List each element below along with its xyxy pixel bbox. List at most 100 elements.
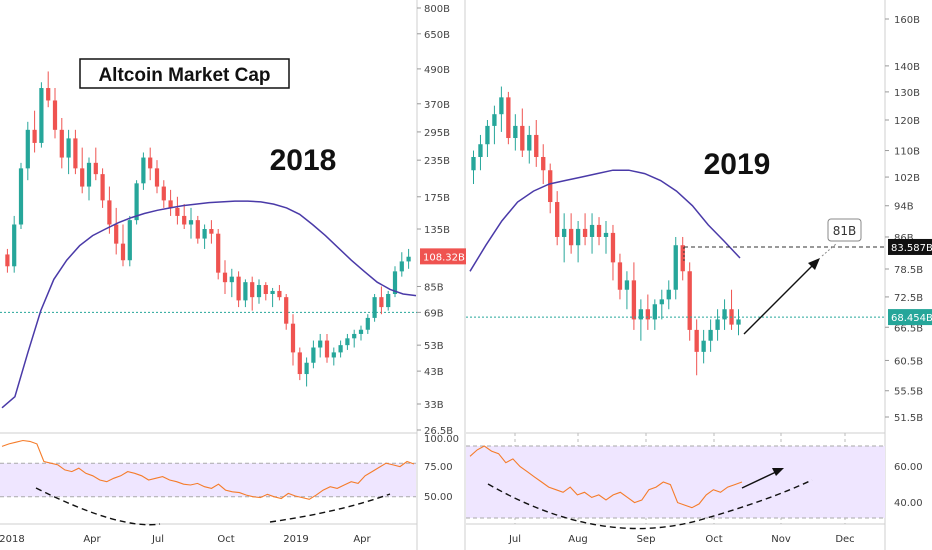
panel-2-candle-body [617,262,623,290]
panel-2-callout-leader [821,243,837,257]
panel-2-candle-body [575,228,581,246]
panel-1-candle-body [154,168,160,187]
panel-2-rsi-arrow-head [772,468,784,476]
panel-2-candle-body [485,125,490,145]
panel-2-candle-body [499,97,504,115]
panel-1-candle-body [243,282,248,301]
panel-1-rsi-tick-label: 75.00 [424,462,453,473]
panel-1-x-tick-label: Oct [217,534,234,545]
panel-1-y-tick-label: 26.5B [424,426,453,437]
panel-1-y-tick-label: 650B [424,30,450,41]
panel-2-y-tick-label: 120B [894,116,920,127]
panel-2-candle-body [506,97,511,139]
panel-2-candle-body [582,228,588,237]
panel-1-candle-body [331,352,336,358]
panel-2-candle-body [568,228,574,246]
panel-2-candle-body [659,299,664,305]
panel-1-year-label: 2018 [270,144,337,177]
panel-1-candle-body [270,290,275,295]
panel-1-y-tick-label: 800B [424,4,450,15]
panel-1-candle-body [5,254,10,267]
panel-1-candle-body [318,340,323,348]
panel-2-y-tick-label: 72.5B [894,293,923,304]
panel-1-candle-body [46,88,51,101]
panel-1-last-price-tag-bg [420,248,466,265]
panel-1-y-tick-label: 295B [424,128,450,139]
panel-2-last-price-tag: 68.454B [891,313,932,324]
panel-2-last-price-tag-bg [888,309,932,326]
panel-2-candle-body [534,134,539,157]
panel-1-y-tick-label: 33B [424,400,444,411]
panel-1-candle-body [100,174,105,201]
panel-1-last-price-tag: 108.32B [423,252,465,263]
panel-1-y-tick-label: 85B [424,282,444,293]
panel-1-rsi-line [1,439,415,500]
panel-2-year-label: 2019 [704,148,771,181]
panel-2-y-tick-label: 78.5B [894,265,923,276]
panel-1-rsi-tick-label: 100.00 [424,434,459,445]
panel-2-projection-arrow-head [808,258,820,270]
panel-2-y-tick-label: 55.5B [894,387,923,398]
panel-2-candle-body [715,319,720,330]
panel-1-candle-body [236,276,241,301]
panel-1-x-tick-label: Apr [353,534,371,545]
panel-2-x-tick-label: Sep [637,534,656,545]
panel-1-y-tick-label: 53B [424,341,444,352]
panel-2-level-tag-bg [888,238,932,255]
panel-1-candle-body [365,317,370,330]
panel-2-candle-body [652,304,657,320]
panel-2-candle-body [596,224,602,237]
panel-1-candle-body [25,129,30,169]
panel-1-candle-body [141,157,146,184]
panel-2-candle-body [680,245,685,272]
panel-2-candle-body [561,228,567,237]
panel-1-candle-body [32,129,37,143]
panel-2-rsi-tick-label: 60.00 [894,462,923,473]
panel-2-y-tick-label: 94B [894,202,914,213]
panel-2-candle-body [694,329,699,352]
panel-2-moving-average-line [469,169,741,272]
panel-1-candle-body [324,340,330,358]
panel-2-rsi-tick-label: 40.00 [894,498,923,509]
panel-2-x-tick-label: Nov [771,534,791,545]
panel-1-x-tick-label: Apr [83,534,101,545]
panel-2-candle-body [701,340,706,352]
panel-1-candle-body [120,243,126,261]
panel-1-candle-body [372,297,377,318]
panel-1-candle-body [195,220,200,239]
panel-1-y-tick-label: 43B [424,367,444,378]
title-box [79,58,290,89]
panel-2-candle-body [708,329,713,341]
panel-2-y-tick-label: 110B [894,147,920,158]
panel-1-candle-body [93,162,98,175]
panel-2-candle-body [541,156,546,171]
panel-1-candle-body [59,129,64,158]
panel-1-x-tick-label: 2018 [0,534,25,545]
panel-1-candle-body [311,347,316,363]
panel-2-candle-body [666,289,671,300]
panel-1-candle-body [399,261,404,272]
panel-1-candle-body [386,294,391,308]
panel-1-candle-body [114,224,119,244]
panel-2-candle-body [624,280,630,290]
panel-1-y-tick-label: 135B [424,225,450,236]
panel-1-candle-body [127,220,132,261]
panel-2-candle-body [722,309,727,320]
panel-2-x-tick-label: Dec [835,534,854,545]
panel-1-candle-body [345,338,350,346]
panel-1-candle-body [39,88,44,143]
panel-2-candle-body [589,224,595,237]
panel-1-rsi-band [0,463,416,497]
panel-2-candle-body [736,319,741,325]
panel-1-candle-body [304,362,309,375]
panel-1-candle-body [148,157,153,169]
panel-2-y-tick-label: 102B [894,173,920,184]
panel-1-candle-body [182,215,187,225]
panel-1-candle-body [297,352,302,375]
panel-2-x-tick-label: Jul [508,534,521,545]
panel-1-candle-body [406,256,411,262]
panel-1-candle-body [12,224,17,267]
panel-1-candle-body [263,285,268,295]
